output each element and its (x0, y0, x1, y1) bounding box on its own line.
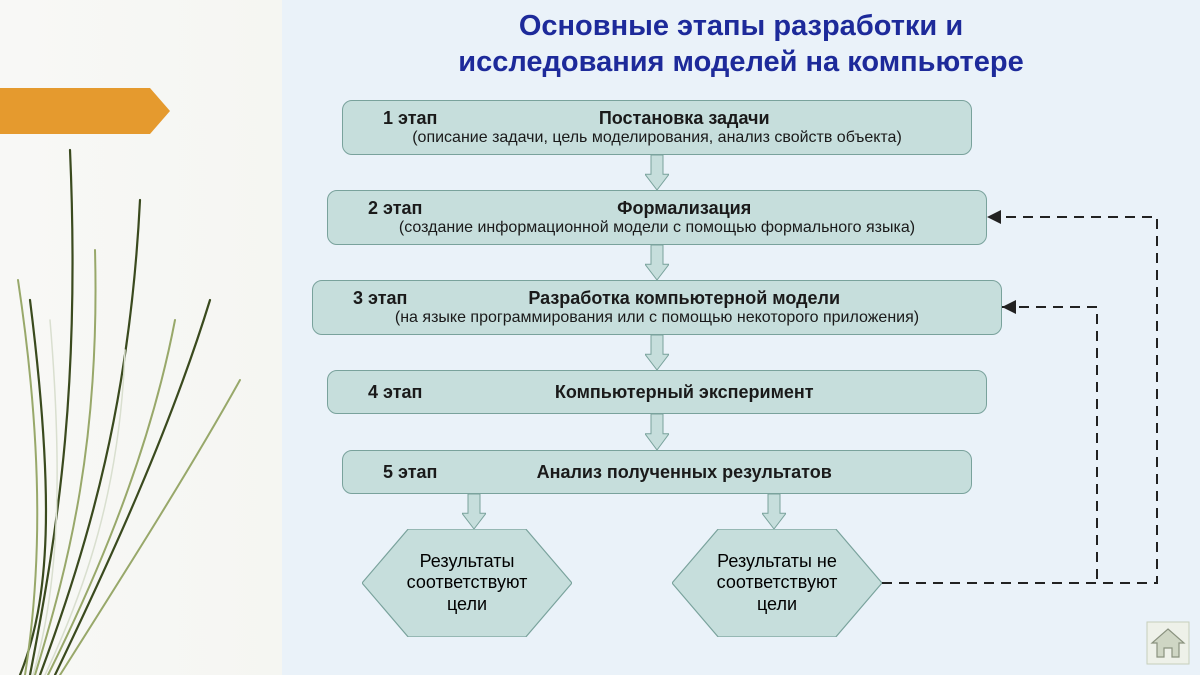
decision-hex-2: Результаты несоответствуютцели (672, 529, 882, 637)
dashed-connector-2 (1002, 307, 1097, 583)
dashed-arrowhead-1 (987, 210, 1001, 224)
decision-hex-1-text: Результатысоответствуютцели (407, 551, 528, 616)
home-icon[interactable] (1146, 621, 1190, 665)
stage-2-number: 2 этап (368, 198, 422, 219)
decision-hex-2-text: Результаты несоответствуютцели (717, 551, 838, 616)
stage-4: 4 этап Компьютерный эксперимент (327, 370, 987, 414)
stage-2-header: 2 этап Формализация (328, 198, 986, 219)
left-decorative-panel (0, 0, 282, 675)
arrow-down-6 (762, 494, 786, 529)
decision-hex-1: Результатысоответствуютцели (362, 529, 572, 637)
arrow-down-3 (645, 335, 669, 370)
stage-4-name: Компьютерный эксперимент (555, 382, 814, 403)
stage-2: 2 этап Формализация(создание информационн… (327, 190, 987, 245)
stage-2-subtitle: (создание информационной модели с помощь… (328, 219, 986, 237)
flowchart-container: 1 этап Постановка задачи(описание задачи,… (282, 0, 1200, 675)
stage-1: 1 этап Постановка задачи(описание задачи,… (342, 100, 972, 155)
stage-3: 3 этап Разработка компьютерной модели(на … (312, 280, 1002, 335)
arrow-down-1 (645, 155, 669, 190)
stage-4-header: 4 этап Компьютерный эксперимент (328, 382, 986, 403)
bookmark-decoration (0, 88, 170, 134)
arrow-down-5 (462, 494, 486, 529)
stage-5: 5 этап Анализ полученных результатов (342, 450, 972, 494)
stage-1-name: Постановка задачи (599, 108, 770, 129)
stage-5-header: 5 этап Анализ полученных результатов (343, 462, 971, 483)
stage-3-subtitle: (на языке программирования или с помощью… (313, 309, 1001, 327)
stage-4-number: 4 этап (368, 382, 422, 403)
dashed-arrowhead-2 (1002, 300, 1016, 314)
stage-1-header: 1 этап Постановка задачи (343, 108, 971, 129)
stage-3-number: 3 этап (353, 288, 407, 309)
arrow-down-4 (645, 414, 669, 450)
stage-5-name: Анализ полученных результатов (537, 462, 832, 483)
slide-content-area: Основные этапы разработки и исследования… (282, 0, 1200, 675)
stage-1-number: 1 этап (383, 108, 437, 129)
stage-1-subtitle: (описание задачи, цель моделирования, ан… (343, 129, 971, 147)
stage-2-name: Формализация (617, 198, 751, 219)
stage-3-name: Разработка компьютерной модели (528, 288, 840, 309)
stage-3-header: 3 этап Разработка компьютерной модели (313, 288, 1001, 309)
stage-5-number: 5 этап (383, 462, 437, 483)
arrow-down-2 (645, 245, 669, 280)
